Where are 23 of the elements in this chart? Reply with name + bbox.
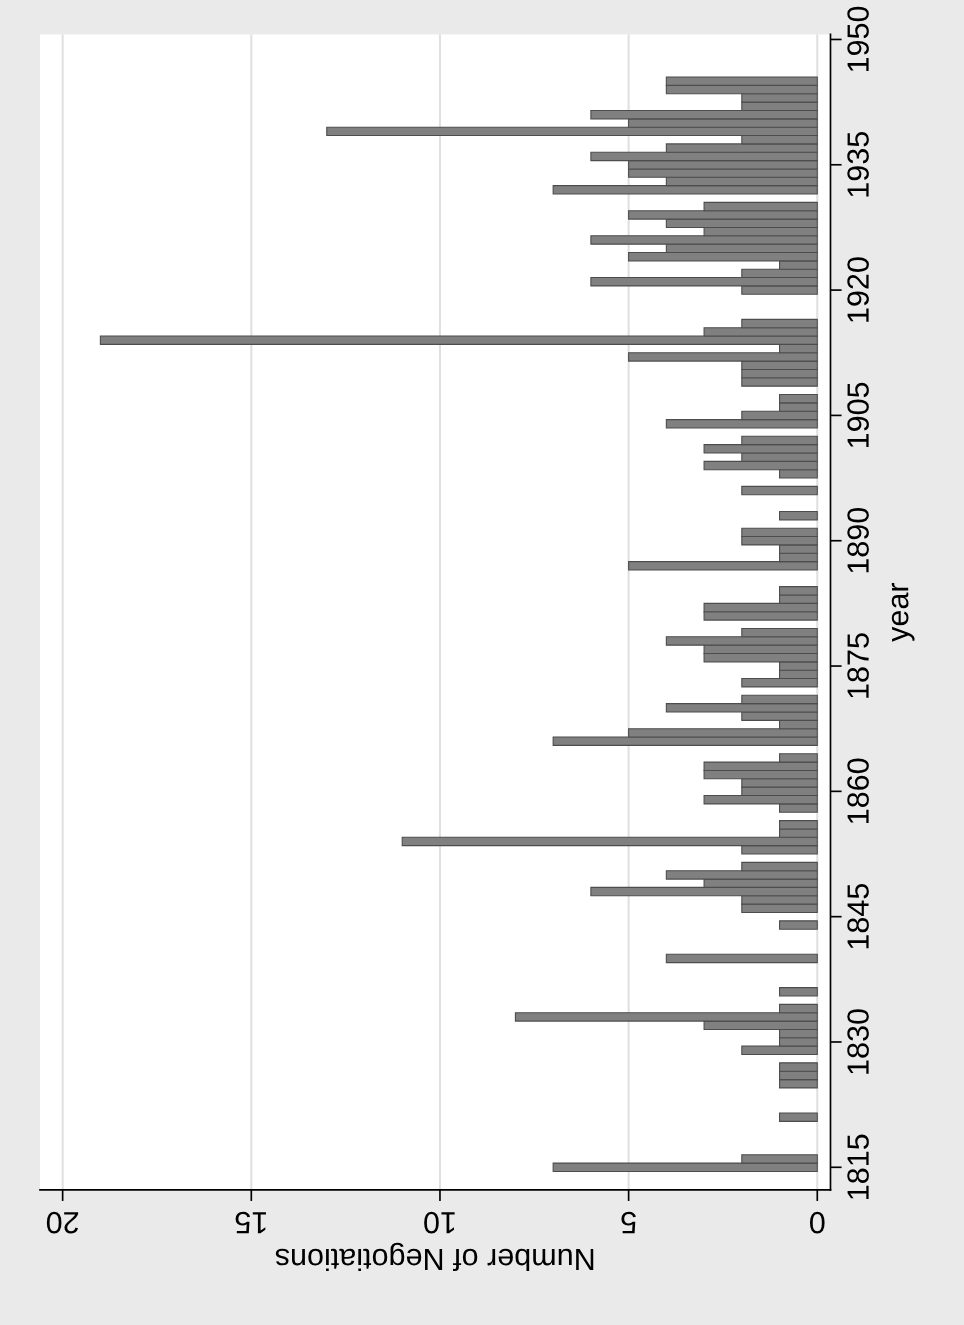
y-tick-label: 1845 bbox=[847, 883, 869, 949]
y-tick-label: 1935 bbox=[847, 132, 869, 197]
bar bbox=[778, 510, 818, 521]
x-axis-title: Number of Negotiations bbox=[275, 1242, 594, 1272]
bar bbox=[778, 987, 818, 997]
x-tick-label: 20 bbox=[46, 1211, 79, 1234]
y-tick-label: 1890 bbox=[847, 507, 869, 573]
y-tick-label: 1830 bbox=[847, 1009, 869, 1074]
y-axis-title: year bbox=[891, 582, 915, 642]
y-tick-label: 1905 bbox=[847, 382, 869, 448]
y-tick-label: 1815 bbox=[847, 1134, 869, 1199]
bar bbox=[778, 1112, 818, 1122]
y-tick-label: 1875 bbox=[847, 633, 869, 698]
x-tick-label: 15 bbox=[235, 1211, 266, 1234]
x-tick-label: 0 bbox=[809, 1211, 825, 1234]
bar bbox=[741, 485, 818, 496]
x-tick-label: 5 bbox=[621, 1211, 636, 1234]
y-tick-label: 1860 bbox=[847, 758, 869, 823]
bar bbox=[778, 920, 818, 930]
x-tick-label: 10 bbox=[424, 1211, 455, 1234]
bar bbox=[665, 953, 818, 964]
y-tick-label: 1950 bbox=[847, 6, 869, 72]
y-tick-label: 1920 bbox=[847, 257, 869, 322]
